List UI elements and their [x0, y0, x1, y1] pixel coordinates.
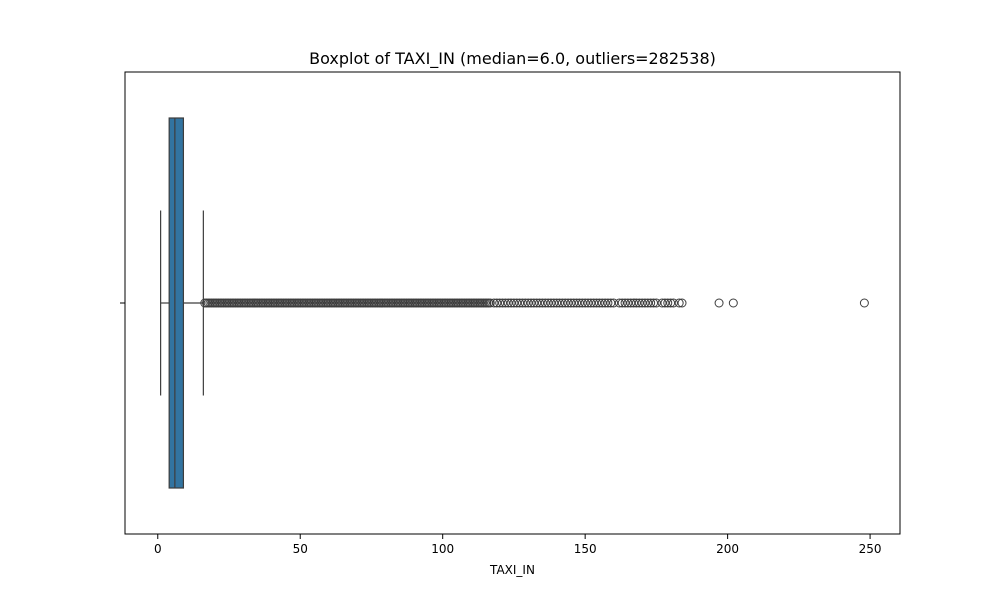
outlier-point: [728, 298, 738, 308]
outlier-point: [666, 298, 676, 308]
outlier-point: [512, 298, 522, 308]
outlier-point: [592, 298, 602, 308]
box-iqr: [168, 117, 185, 489]
outlier-point: [634, 298, 644, 308]
outlier-point: [555, 298, 565, 308]
outlier-point: [517, 298, 527, 308]
outlier-point: [651, 298, 661, 308]
outlier-point: [526, 298, 536, 308]
x-tick-label: 50: [293, 542, 308, 556]
outlier-point: [657, 298, 667, 308]
outlier-point: [640, 298, 650, 308]
outlier-point: [614, 298, 624, 308]
x-tick-label: 100: [431, 542, 454, 556]
outlier-point: [485, 298, 495, 308]
outlier-point: [577, 298, 587, 308]
outlier-point: [535, 298, 545, 308]
outlier-point: [492, 298, 502, 308]
outlier-point: [552, 298, 562, 308]
outlier-point: [574, 298, 584, 308]
outlier-point: [540, 298, 550, 308]
outlier-point: [859, 298, 869, 308]
plot-area: [160, 117, 869, 489]
outlier-point: [489, 298, 499, 308]
outlier-point: [637, 298, 647, 308]
outlier-point: [515, 298, 525, 308]
outlier-point: [668, 298, 678, 308]
x-tick-label: 0: [154, 542, 162, 556]
outlier-point: [557, 298, 567, 308]
outlier-point: [529, 298, 539, 308]
outlier-point: [546, 298, 556, 308]
x-axis-label: TAXI_IN: [489, 563, 535, 577]
outlier-point: [572, 298, 582, 308]
outlier-point: [649, 298, 659, 308]
outlier-point: [594, 298, 604, 308]
outlier-point: [643, 298, 653, 308]
outlier-point: [600, 298, 610, 308]
outlier-point: [549, 298, 559, 308]
outlier-point: [674, 298, 684, 308]
outlier-point: [583, 298, 593, 308]
outlier-point: [603, 298, 613, 308]
x-axis: 0 50 100 150 200 250: [154, 534, 882, 556]
outlier-point: [609, 298, 619, 308]
x-tick-label: 200: [716, 542, 739, 556]
outlier-point: [617, 298, 627, 308]
outlier-point: [560, 298, 570, 308]
outlier-point: [677, 298, 687, 308]
outlier-point: [714, 298, 724, 308]
outlier-point: [532, 298, 542, 308]
outlier-point: [623, 298, 633, 308]
outlier-point: [566, 298, 576, 308]
outlier-point: [495, 298, 505, 308]
chart-title: Boxplot of TAXI_IN (median=6.0, outliers…: [309, 49, 716, 69]
outlier-point: [646, 298, 656, 308]
outlier-point: [503, 298, 513, 308]
outlier-point: [500, 298, 510, 308]
outlier-point: [537, 298, 547, 308]
outlier-point: [520, 298, 530, 308]
outlier-point: [589, 298, 599, 308]
outlier-point: [586, 298, 596, 308]
outlier-point: [597, 298, 607, 308]
x-tick-label: 150: [574, 542, 597, 556]
outlier-point: [663, 298, 673, 308]
outlier-point: [563, 298, 573, 308]
outlier-point: [543, 298, 553, 308]
outlier-point: [660, 298, 670, 308]
outlier-point: [620, 298, 630, 308]
outlier-point: [506, 298, 516, 308]
outlier-point: [626, 298, 636, 308]
x-tick-label: 250: [859, 542, 882, 556]
outlier-point: [629, 298, 639, 308]
outlier-point: [580, 298, 590, 308]
outlier-point: [523, 298, 533, 308]
outlier-point: [569, 298, 579, 308]
outlier-point: [498, 298, 508, 308]
outlier-point: [631, 298, 641, 308]
outlier-point: [606, 298, 616, 308]
outlier-point: [509, 298, 519, 308]
